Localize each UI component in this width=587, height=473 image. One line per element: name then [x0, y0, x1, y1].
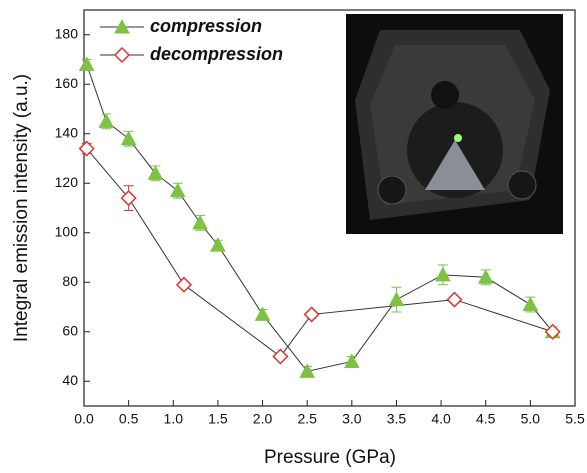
x-tick-label: 1.5	[208, 411, 228, 427]
y-tick-label: 160	[55, 75, 79, 91]
y-tick-label: 100	[55, 223, 79, 239]
y-tick-label: 40	[62, 372, 78, 388]
triangle-marker	[114, 18, 130, 34]
diamond-marker	[272, 348, 289, 365]
triangle-marker	[169, 182, 186, 198]
diamond-marker	[175, 276, 193, 293]
x-tick-label: 1.0	[164, 411, 184, 427]
triangle-marker	[388, 291, 405, 307]
triangle-marker	[343, 353, 360, 368]
x-tick-label: 4.5	[476, 411, 496, 427]
triangle-marker	[147, 165, 164, 180]
y-tick-label: 60	[62, 322, 78, 338]
x-tick-label: 5.5	[565, 411, 585, 427]
diamond-marker	[544, 323, 561, 340]
x-axis-label: Pressure (GPa)	[264, 447, 396, 468]
triangle-marker	[192, 214, 208, 230]
triangle-marker	[299, 363, 316, 378]
x-tick-label: 0.5	[119, 411, 139, 427]
diamond-marker	[120, 190, 137, 207]
x-tick-label: 5.0	[521, 411, 541, 427]
legend-text: decompression	[150, 44, 283, 64]
diamond-marker	[113, 46, 131, 64]
triangle-marker	[210, 237, 226, 252]
plot-frame	[83, 9, 576, 407]
triangle-marker	[78, 56, 95, 71]
diamond-marker	[446, 291, 463, 308]
y-tick-label: 120	[55, 174, 79, 190]
diamond-marker	[78, 140, 95, 157]
x-tick-label: 0.0	[74, 411, 94, 427]
y-tick-label: 80	[62, 273, 78, 289]
triangle-marker	[98, 113, 115, 128]
y-tick-label: 180	[55, 25, 79, 41]
x-tick-label: 2.5	[297, 411, 317, 427]
diamond-marker	[303, 306, 320, 323]
x-tick-label: 3.0	[342, 411, 362, 427]
y-tick-label: 140	[55, 124, 79, 140]
y-axis-label: Integral emission intensity (a.u.)	[11, 74, 32, 342]
x-tick-label: 4.0	[431, 411, 451, 427]
inset-photo	[346, 14, 563, 234]
triangle-marker	[120, 130, 137, 146]
legend-text: compression	[150, 16, 262, 36]
triangle-marker	[435, 266, 451, 282]
triangle-marker	[477, 269, 494, 284]
triangle-marker	[522, 296, 539, 312]
x-tick-label: 2.0	[253, 411, 273, 427]
x-tick-label: 3.5	[387, 411, 407, 427]
triangle-marker	[254, 306, 271, 321]
